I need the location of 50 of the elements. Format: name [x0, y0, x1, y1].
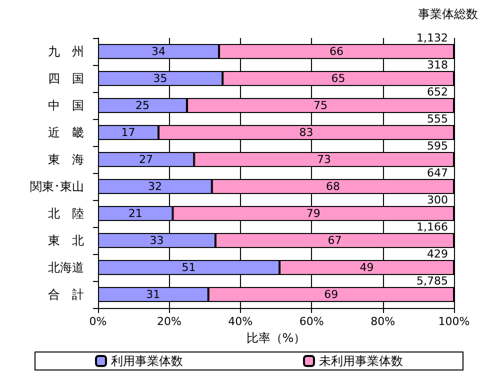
annotation: 595 [427, 140, 448, 152]
legend-label: 未利用事業体数 [319, 354, 403, 368]
data-label: 34 [152, 45, 166, 58]
data-label: 83 [299, 126, 314, 139]
y-tick-label: 中 国 [48, 98, 84, 112]
y-tick-label: 北 陸 [48, 206, 84, 220]
legend-label: 利用事業体数 [111, 354, 183, 368]
x-tick-label: 40% [228, 315, 253, 328]
x-tick-label: 100% [438, 315, 470, 328]
annotation: 300 [427, 194, 448, 206]
data-label: 25 [136, 99, 150, 112]
x-tick-label: 60% [299, 315, 324, 328]
y-tick-label: 東 北 [48, 234, 84, 248]
data-label: 69 [324, 288, 338, 301]
data-label: 67 [328, 234, 342, 247]
data-label: 51 [182, 261, 196, 274]
data-label: 32 [148, 180, 162, 193]
y-tick-label: 九 州 [48, 44, 84, 58]
y-tick-label: 東 海 [48, 152, 84, 166]
data-label: 66 [330, 45, 344, 58]
data-label: 79 [306, 207, 320, 220]
x-tick-label: 20% [156, 315, 182, 328]
annotation: 5,785 [416, 274, 448, 288]
y-tick-label: 四 国 [48, 72, 84, 86]
data-label: 35 [153, 72, 168, 85]
annotation: 652 [427, 86, 448, 98]
data-label: 21 [128, 207, 142, 220]
y-tick-label: 近 畿 [48, 126, 84, 140]
data-label: 73 [317, 153, 332, 166]
x-tick-label: 80% [370, 315, 396, 328]
data-label: 68 [326, 180, 340, 193]
annotation: 555 [427, 112, 448, 126]
data-label: 75 [314, 99, 328, 112]
data-label: 65 [331, 72, 346, 85]
text: 事業体総数 [418, 7, 478, 21]
annotation: 1,166 [416, 220, 448, 234]
y-tick-label: 合 計 [48, 288, 84, 302]
data-label: 33 [150, 234, 164, 247]
annotation: 647 [427, 166, 448, 180]
annotation: 1,132 [416, 32, 448, 44]
data-label: 31 [146, 288, 160, 301]
data-label: 27 [139, 153, 154, 166]
annotation: 318 [427, 58, 448, 72]
y-tick-label: 関東･東山 [30, 180, 84, 194]
y-tick-label: 北海道 [48, 260, 84, 274]
data-label: 17 [121, 126, 136, 139]
x-tick-label: 0% [89, 315, 107, 328]
x-axis-title: 比率（%） [246, 331, 306, 345]
annotation: 429 [427, 248, 448, 260]
data-label: 49 [360, 261, 374, 274]
